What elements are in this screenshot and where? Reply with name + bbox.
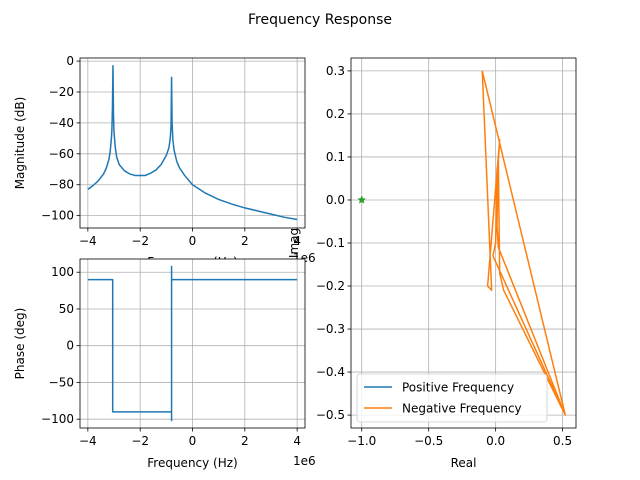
phase-xtick-label: −2 [131, 434, 149, 448]
magnitude-ytick-label: −100 [41, 209, 74, 223]
magnitude-series-group [87, 64, 298, 221]
nyquist-ytick-label: −0.1 [316, 236, 345, 250]
phase-x-offset-label: 1e6 [293, 454, 316, 468]
nyquist-ytick-label: −0.5 [316, 408, 345, 422]
phase-ytick-label: 100 [51, 265, 74, 279]
phase-xtick-label: 2 [241, 434, 249, 448]
magnitude-xtick-label: 2 [241, 234, 249, 248]
nyquist-series-group [481, 70, 567, 416]
magnitude-ytick-label: −80 [49, 178, 74, 192]
legend-box [356, 373, 548, 423]
nyquist-xtick-label: −0.5 [414, 434, 443, 448]
phase-ytick-label: −100 [41, 412, 74, 426]
magnitude-series-line-0 [87, 64, 298, 221]
nyquist-ytick-label: 0.2 [326, 107, 345, 121]
nyquist-star-marker-0 [357, 195, 367, 204]
legend-label-0: Positive Frequency [402, 381, 514, 395]
phase-xtick-label: −4 [79, 434, 97, 448]
phase-ylabel: Phase (deg) [13, 308, 27, 380]
figure-title: Frequency Response [248, 12, 392, 28]
nyquist-xlabel: Real [451, 456, 477, 470]
magnitude-xtick-label: 4 [293, 234, 301, 248]
magnitude-ytick-label: −20 [49, 85, 74, 99]
phase-xtick-label: 4 [293, 434, 301, 448]
nyquist-ytick-label: −0.3 [316, 322, 345, 336]
legend-label-1: Negative Frequency [402, 402, 522, 416]
nyquist-ytick-label: −0.4 [316, 365, 345, 379]
magnitude-ytick-label: −60 [49, 147, 74, 161]
axes-phase: −4 −2 0 2 4 100 50 0 −50 −100 Frequency (Hz) Phase … [13, 258, 316, 470]
phase-ytick-label: −50 [49, 375, 74, 389]
magnitude-ytick-label: 0 [66, 54, 74, 68]
magnitude-ylabel: Magnitude (dB) [13, 97, 27, 190]
nyquist-xtick-label: −1.0 [347, 434, 376, 448]
nyquist-xtick-label: 0.5 [553, 434, 572, 448]
phase-xlabel: Frequency (Hz) [147, 456, 238, 470]
nyquist-xtick-label: 0.0 [486, 434, 505, 448]
phase-series-line-0 [87, 265, 298, 422]
nyquist-ytick-label: 0.3 [326, 64, 345, 78]
phase-series-group [87, 265, 298, 422]
phase-ytick-label: 50 [59, 302, 74, 316]
magnitude-ytick-label: −40 [49, 116, 74, 130]
nyquist-series-line-1 [481, 70, 567, 416]
axes-nyquist: −1.0 −0.5 0.0 0.50.30.20.10.0−0.1−0.2−0.3−0… [287, 57, 577, 470]
magnitude-xtick-label: 0 [189, 234, 197, 248]
nyquist-ytick-label: 0.0 [326, 193, 345, 207]
magnitude-xtick-label: −4 [79, 234, 97, 248]
phase-ytick-label: 0 [66, 339, 74, 353]
nyquist-ytick-label: −0.2 [316, 279, 345, 293]
magnitude-xtick-label: −2 [131, 234, 149, 248]
nyquist-ylabel: Imag [287, 228, 301, 258]
phase-xtick-label: 0 [189, 434, 197, 448]
nyquist-ytick-label: 0.1 [326, 150, 345, 164]
